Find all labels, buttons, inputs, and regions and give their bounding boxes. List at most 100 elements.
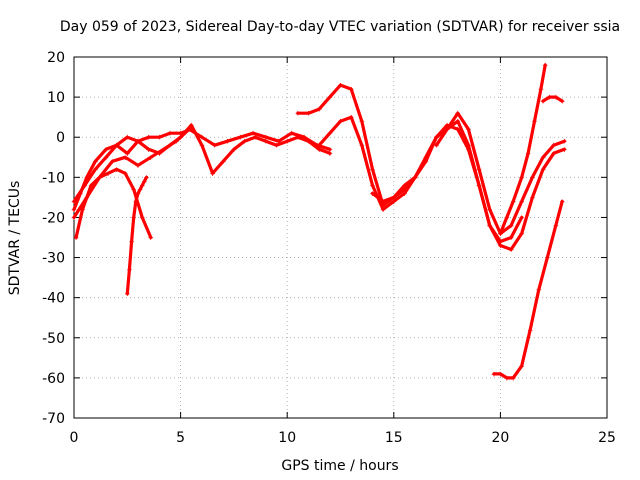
data-point-track-11: + <box>434 141 440 151</box>
data-point-track-4: + <box>140 181 146 191</box>
data-point-track-9: + <box>508 234 514 244</box>
data-point-track-7: + <box>380 201 386 211</box>
data-point-track-2: + <box>122 169 128 179</box>
data-point-track-14: + <box>553 221 559 231</box>
data-point-track-9: + <box>487 221 493 231</box>
data-point-track-10: + <box>530 193 536 203</box>
data-point-track-1: + <box>71 205 77 215</box>
data-point-track-6: + <box>178 133 184 143</box>
y-tick-label: 10 <box>47 90 65 106</box>
data-point-track-7: + <box>402 185 408 195</box>
data-point-track-8: + <box>380 205 386 215</box>
series-group <box>72 63 566 380</box>
data-point-track-5: + <box>122 153 128 163</box>
data-point-track-10: + <box>551 149 557 159</box>
series-line-track-10 <box>424 119 566 252</box>
data-point-track-5: + <box>238 133 244 143</box>
data-point-track-1: + <box>84 173 90 183</box>
x-tick-label: 15 <box>385 430 403 446</box>
x-tick-label: 10 <box>278 430 296 446</box>
data-point-track-2: + <box>148 234 154 244</box>
data-point-track-10: + <box>540 165 546 175</box>
data-point-track-14: + <box>536 286 542 296</box>
data-point-track-3: + <box>71 197 77 207</box>
data-point-track-8: + <box>338 117 344 127</box>
data-point-track-4: + <box>131 213 137 223</box>
data-point-track-13: + <box>540 97 546 107</box>
data-point-track-6: + <box>327 149 333 159</box>
data-point-track-5: + <box>327 145 333 155</box>
y-tick-label: -70 <box>42 411 65 427</box>
y-tick-label: -40 <box>42 291 65 307</box>
data-point-track-3: + <box>103 153 109 163</box>
data-point-track-12: + <box>538 85 544 95</box>
data-point-track-9: + <box>380 197 386 207</box>
data-point-track-3: + <box>82 181 88 191</box>
data-point-track-1: + <box>146 133 152 143</box>
data-point-track-4: + <box>125 290 131 300</box>
y-tick-label: -20 <box>42 210 65 226</box>
data-point-track-7: + <box>338 81 344 91</box>
data-point-track-5: + <box>212 141 218 151</box>
data-point-track-2: + <box>131 185 137 195</box>
data-point-track-5: + <box>225 137 231 147</box>
data-point-track-10: + <box>476 181 482 191</box>
data-point-track-10: + <box>466 141 472 151</box>
data-point-track-11: + <box>551 141 557 151</box>
data-point-track-7: + <box>370 165 376 175</box>
data-point-track-12: + <box>542 61 548 71</box>
y-tick-label: -60 <box>42 371 65 387</box>
data-point-track-2: + <box>88 181 94 191</box>
data-point-track-5: + <box>302 133 308 143</box>
data-point-track-5: + <box>276 137 282 147</box>
data-point-track-9: + <box>476 181 482 191</box>
data-point-track-11: + <box>455 109 461 119</box>
data-point-track-12: + <box>519 173 525 183</box>
data-point-track-14: + <box>510 374 516 384</box>
data-point-track-9: + <box>370 189 376 199</box>
data-point-track-8: + <box>327 129 333 139</box>
data-point-track-14: + <box>491 370 497 380</box>
data-point-track-14: + <box>545 254 551 264</box>
data-point-track-8: + <box>359 141 365 151</box>
data-point-track-10: + <box>498 242 504 252</box>
data-point-track-11: + <box>487 205 493 215</box>
data-point-track-3: + <box>146 145 152 155</box>
data-point-track-6: + <box>295 133 301 143</box>
data-point-track-1: + <box>157 133 163 143</box>
data-point-track-1: + <box>178 129 184 139</box>
y-tick-label: -50 <box>42 331 65 347</box>
data-point-track-3: + <box>135 137 141 147</box>
data-point-track-1: + <box>189 125 195 135</box>
y-axis-ticks: -70 -60 -50 -40 -30 -20 -10 0 10 20 <box>42 50 607 427</box>
data-point-track-5: + <box>97 173 103 183</box>
data-point-track-8: + <box>434 133 440 143</box>
data-point-track-6: + <box>263 137 269 147</box>
x-tick-label: 0 <box>70 430 79 446</box>
data-point-track-1: + <box>125 149 131 159</box>
x-axis-label: GPS time / hours <box>281 458 398 474</box>
data-point-track-5: + <box>263 133 269 143</box>
data-point-track-11: + <box>508 221 514 231</box>
data-point-track-2: + <box>73 234 79 244</box>
data-point-track-11: + <box>519 197 525 207</box>
data-point-track-11: + <box>530 173 536 183</box>
data-point-track-2: + <box>140 213 146 223</box>
data-point-track-5: + <box>148 153 154 163</box>
x-axis-ticks: 0 5 10 15 20 25 <box>70 57 616 446</box>
data-point-track-5: + <box>84 193 90 203</box>
data-point-track-3: + <box>93 165 99 175</box>
data-point-track-7: + <box>391 193 397 203</box>
data-point-track-9: + <box>444 121 450 131</box>
data-point-track-14: + <box>519 362 525 372</box>
data-point-track-6: + <box>221 157 227 167</box>
data-point-track-6: + <box>189 121 195 131</box>
data-point-track-3: + <box>167 141 173 151</box>
data-point-track-5: + <box>135 161 141 171</box>
series-line-track-6 <box>179 123 332 175</box>
data-point-track-2: + <box>105 169 111 179</box>
series-line-track-13 <box>541 95 564 103</box>
data-point-track-5: + <box>289 129 295 139</box>
data-point-track-6: + <box>274 141 280 151</box>
